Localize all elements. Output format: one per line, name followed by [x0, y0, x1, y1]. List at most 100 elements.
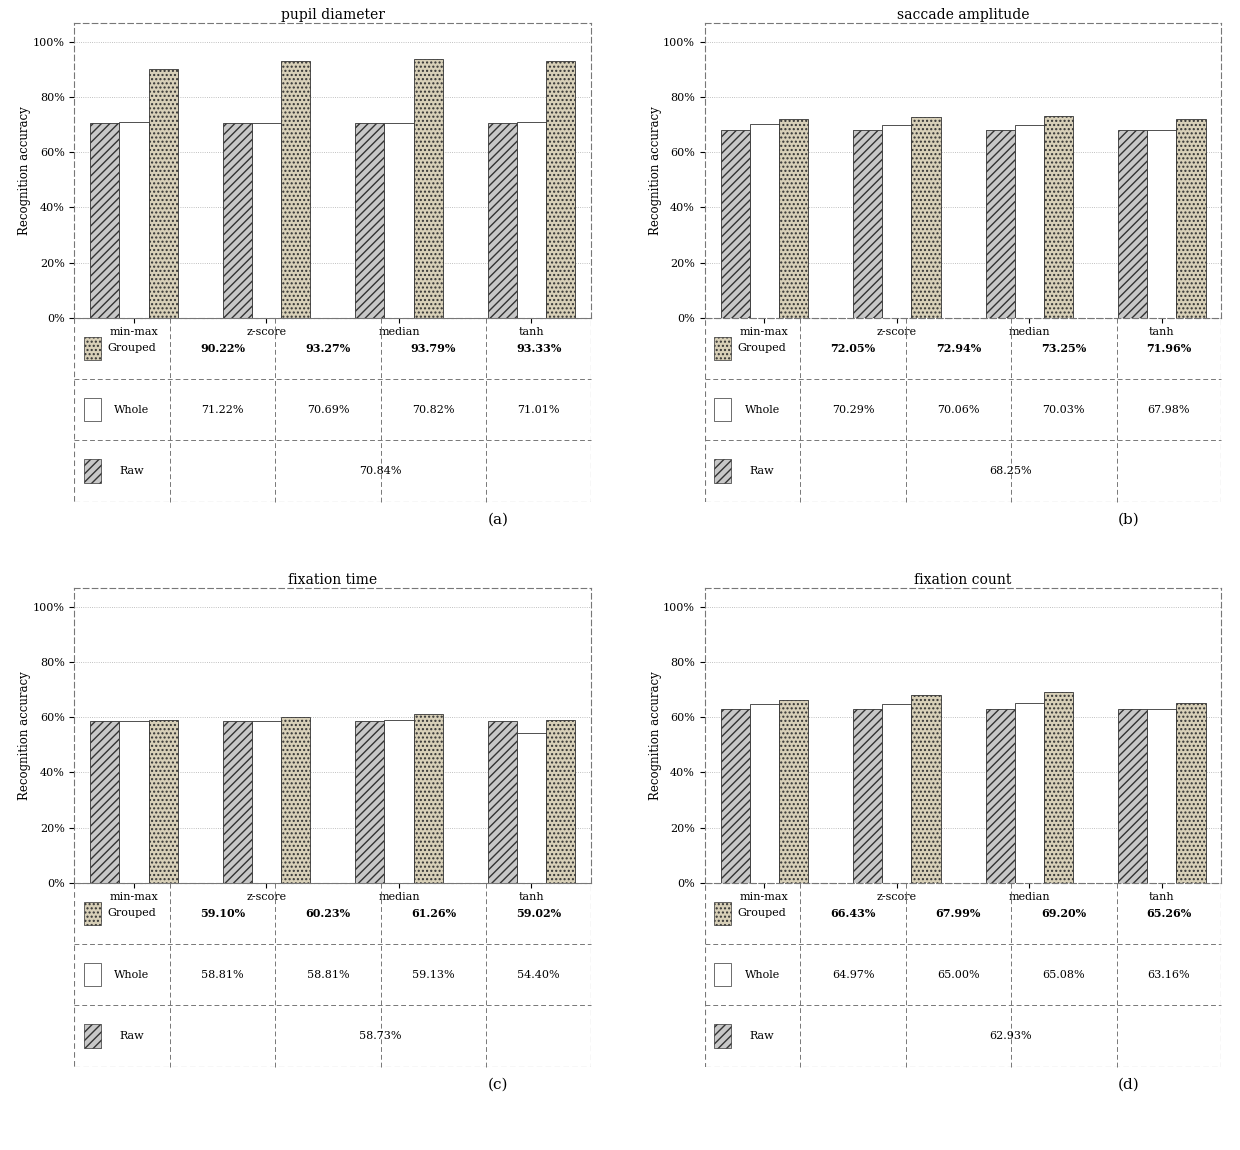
- Bar: [252, 721, 281, 882]
- Text: 58.81%: 58.81%: [306, 969, 350, 980]
- Text: Grouped: Grouped: [738, 343, 786, 353]
- Text: Raw: Raw: [119, 466, 144, 476]
- Bar: [714, 337, 732, 360]
- Text: (a): (a): [487, 513, 508, 527]
- Text: 63.16%: 63.16%: [1148, 969, 1190, 980]
- Bar: [414, 714, 443, 882]
- Bar: [1147, 130, 1177, 317]
- Bar: [252, 123, 281, 317]
- Y-axis label: Recognition accuracy: Recognition accuracy: [649, 106, 662, 235]
- Text: (c): (c): [487, 1078, 508, 1091]
- Bar: [281, 716, 310, 882]
- Text: 68.25%: 68.25%: [990, 466, 1032, 476]
- Title: saccade amplitude: saccade amplitude: [897, 8, 1029, 22]
- Text: 59.10%: 59.10%: [200, 907, 246, 919]
- Text: Raw: Raw: [119, 1032, 144, 1041]
- Text: 67.99%: 67.99%: [936, 907, 981, 919]
- Text: 65.26%: 65.26%: [1146, 907, 1192, 919]
- Text: 59.02%: 59.02%: [516, 907, 562, 919]
- Bar: [517, 122, 546, 317]
- Bar: [487, 123, 517, 317]
- Text: 62.93%: 62.93%: [990, 1032, 1032, 1041]
- Text: 73.25%: 73.25%: [1042, 343, 1086, 354]
- Bar: [853, 130, 882, 317]
- Bar: [714, 1025, 732, 1048]
- Text: Whole: Whole: [744, 969, 780, 980]
- Text: 69.20%: 69.20%: [1042, 907, 1086, 919]
- Bar: [1044, 692, 1073, 882]
- Text: 70.69%: 70.69%: [306, 405, 350, 415]
- Bar: [779, 120, 808, 317]
- Bar: [223, 123, 252, 317]
- Bar: [84, 1025, 102, 1048]
- Bar: [986, 710, 1014, 882]
- Bar: [750, 704, 779, 882]
- Text: 72.05%: 72.05%: [831, 343, 875, 354]
- Bar: [149, 720, 177, 882]
- Text: (d): (d): [1117, 1078, 1140, 1091]
- Bar: [882, 124, 911, 317]
- Bar: [149, 69, 177, 317]
- Bar: [1044, 116, 1073, 317]
- Bar: [223, 721, 252, 882]
- Text: Whole: Whole: [114, 405, 149, 415]
- Title: fixation count: fixation count: [914, 573, 1012, 586]
- Text: 65.00%: 65.00%: [937, 969, 980, 980]
- Bar: [1118, 710, 1147, 882]
- Bar: [355, 123, 384, 317]
- Bar: [355, 721, 384, 882]
- Bar: [714, 398, 732, 421]
- Bar: [384, 720, 414, 882]
- Text: (b): (b): [1117, 513, 1140, 527]
- Text: 70.06%: 70.06%: [937, 405, 980, 415]
- Bar: [84, 337, 102, 360]
- Text: Grouped: Grouped: [108, 343, 156, 353]
- Text: Whole: Whole: [114, 969, 149, 980]
- Text: Grouped: Grouped: [738, 908, 786, 919]
- Bar: [487, 721, 517, 882]
- Text: Raw: Raw: [750, 1032, 775, 1041]
- Bar: [714, 963, 732, 987]
- Bar: [84, 398, 102, 421]
- Text: 54.40%: 54.40%: [517, 969, 560, 980]
- Title: pupil diameter: pupil diameter: [280, 8, 384, 22]
- Text: 72.94%: 72.94%: [936, 343, 981, 354]
- Bar: [720, 130, 750, 317]
- Bar: [911, 117, 941, 317]
- Text: 61.26%: 61.26%: [410, 907, 456, 919]
- Text: 70.82%: 70.82%: [412, 405, 455, 415]
- Y-axis label: Recognition accuracy: Recognition accuracy: [649, 670, 662, 799]
- Bar: [882, 704, 911, 882]
- Text: 58.81%: 58.81%: [201, 969, 244, 980]
- Bar: [1118, 130, 1147, 317]
- Text: 70.84%: 70.84%: [360, 466, 402, 476]
- Text: 60.23%: 60.23%: [305, 907, 351, 919]
- Text: 93.79%: 93.79%: [410, 343, 456, 354]
- Bar: [714, 459, 732, 483]
- Bar: [84, 963, 102, 987]
- Text: 90.22%: 90.22%: [200, 343, 246, 354]
- Bar: [91, 721, 119, 882]
- Text: 70.29%: 70.29%: [832, 405, 874, 415]
- Text: 71.22%: 71.22%: [201, 405, 244, 415]
- Bar: [750, 124, 779, 317]
- Bar: [720, 710, 750, 882]
- Text: 93.27%: 93.27%: [305, 343, 351, 354]
- Bar: [414, 60, 443, 317]
- Bar: [1014, 125, 1044, 317]
- Bar: [546, 61, 575, 317]
- Text: 71.01%: 71.01%: [517, 405, 560, 415]
- Text: 71.96%: 71.96%: [1146, 343, 1192, 354]
- Bar: [281, 61, 310, 317]
- Y-axis label: Recognition accuracy: Recognition accuracy: [19, 106, 31, 235]
- Text: Grouped: Grouped: [108, 908, 156, 919]
- Bar: [84, 902, 102, 925]
- Bar: [517, 733, 546, 882]
- Bar: [714, 902, 732, 925]
- Bar: [986, 130, 1014, 317]
- Text: Whole: Whole: [744, 405, 780, 415]
- Title: fixation time: fixation time: [288, 573, 377, 586]
- Bar: [119, 122, 149, 317]
- Bar: [384, 123, 414, 317]
- Bar: [84, 459, 102, 483]
